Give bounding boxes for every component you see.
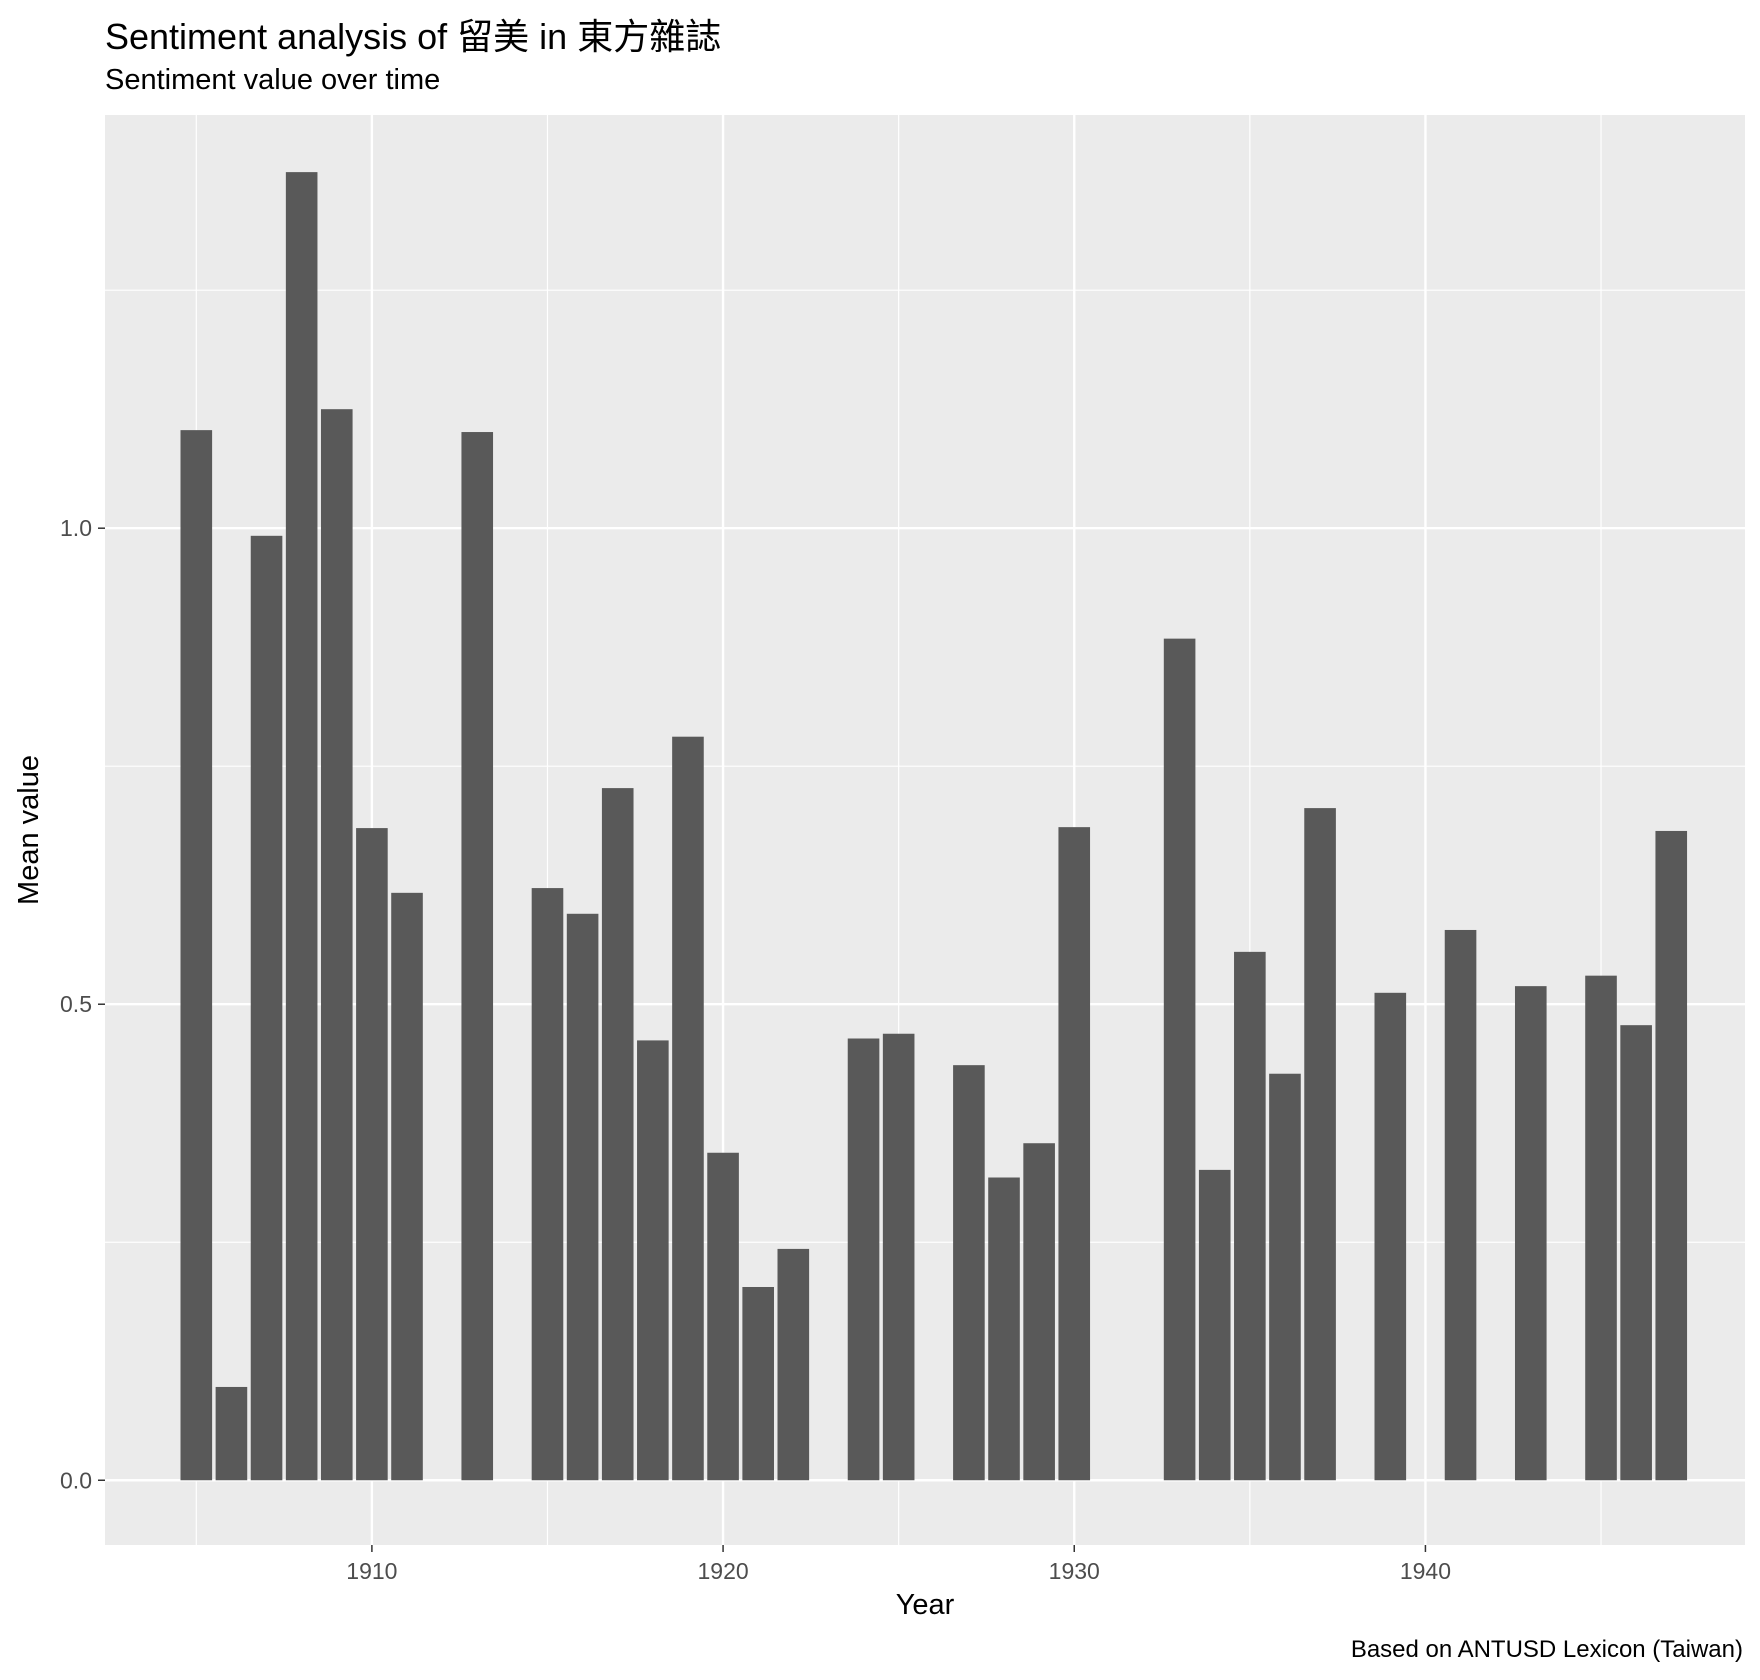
axes: 1910 1920 1930 1940 0.0 0.5 1.0 xyxy=(60,515,1451,1584)
bar xyxy=(250,535,283,1481)
x-tick-label: 1920 xyxy=(697,1558,748,1584)
bar xyxy=(847,1038,880,1481)
x-tick-label: 1910 xyxy=(346,1558,397,1584)
bar xyxy=(601,788,634,1481)
bar xyxy=(461,432,494,1481)
y-tick-label: 0.5 xyxy=(60,991,92,1017)
bar xyxy=(531,888,564,1481)
x-tick-label: 1940 xyxy=(1400,1558,1451,1584)
bar xyxy=(356,828,388,1481)
y-tick-label: 0.0 xyxy=(60,1467,92,1493)
y-axis-title: Mean value xyxy=(13,755,45,905)
chart-caption: Based on ANTUSD Lexicon (Taiwan) xyxy=(1350,1636,1743,1663)
bar xyxy=(1374,992,1407,1481)
bar xyxy=(707,1152,739,1481)
bar xyxy=(320,409,353,1481)
chart-title: Sentiment analysis of 留美 in 東方雜誌 xyxy=(105,16,722,57)
bar xyxy=(285,172,318,1481)
bar xyxy=(1234,951,1266,1481)
bar xyxy=(1585,975,1617,1481)
bar xyxy=(1198,1169,1231,1481)
bar xyxy=(1269,1073,1301,1481)
bar xyxy=(1514,986,1547,1481)
bar xyxy=(882,1033,915,1481)
bar xyxy=(1620,1025,1652,1481)
bar xyxy=(1058,827,1091,1481)
bar-series xyxy=(180,172,1688,1481)
bar xyxy=(1023,1143,1055,1481)
bar xyxy=(953,1065,985,1481)
bar xyxy=(1655,830,1688,1481)
y-tick-label: 1.0 xyxy=(60,515,92,541)
bar xyxy=(637,1040,669,1481)
bar xyxy=(777,1248,810,1481)
bar xyxy=(566,913,599,1481)
bar xyxy=(988,1177,1020,1481)
bar xyxy=(1304,808,1336,1481)
bar xyxy=(215,1386,248,1481)
bar xyxy=(1444,929,1477,1481)
bar xyxy=(391,892,423,1481)
bar xyxy=(1163,638,1196,1481)
chart-subtitle: Sentiment value over time xyxy=(105,64,441,96)
bar xyxy=(672,736,704,1481)
bar xyxy=(742,1286,774,1481)
bar xyxy=(180,430,213,1481)
x-axis-title: Year xyxy=(896,1589,955,1621)
x-tick-label: 1930 xyxy=(1049,1558,1100,1584)
